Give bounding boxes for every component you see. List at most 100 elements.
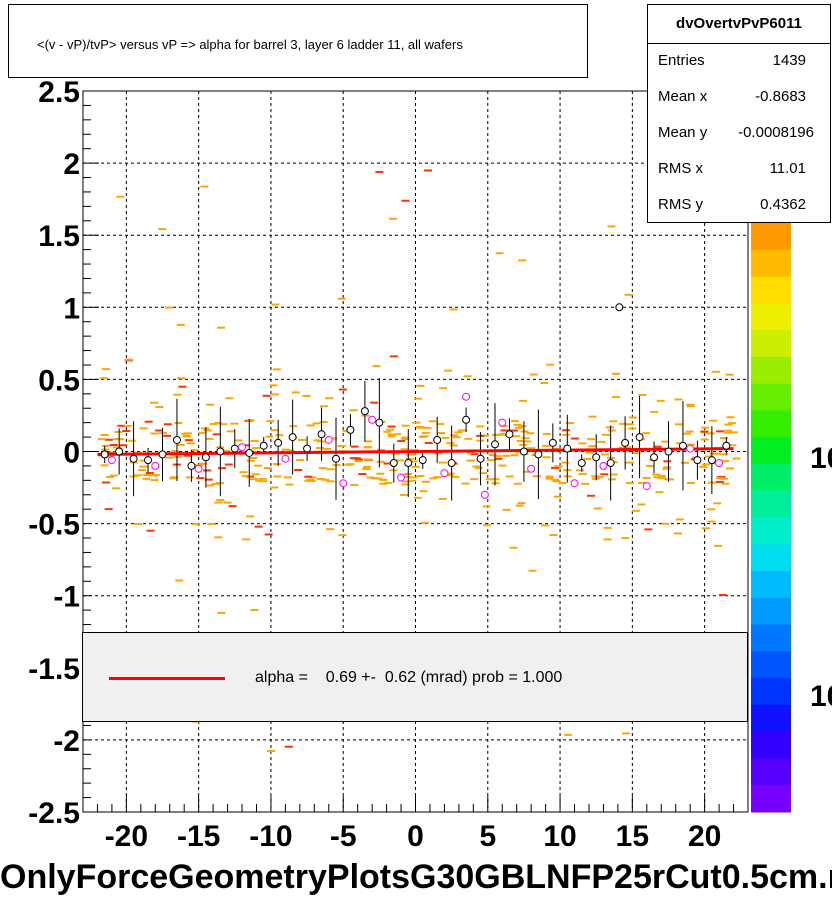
histogram-bin — [313, 439, 322, 442]
histogram-bin — [650, 410, 659, 413]
histogram-bin — [600, 473, 609, 476]
histogram-bin — [379, 478, 388, 481]
profile-point — [389, 459, 398, 468]
histogram-bin — [412, 421, 421, 424]
histogram-bin — [139, 459, 148, 462]
profile-point — [172, 435, 181, 444]
histogram-bin — [362, 468, 371, 471]
histogram-bin — [495, 252, 504, 255]
histogram-bin — [308, 476, 317, 479]
histogram-bin — [706, 432, 715, 435]
histogram-bin — [178, 385, 187, 388]
profile-point — [259, 441, 268, 450]
histogram-bin — [523, 440, 532, 443]
histogram-bin — [716, 430, 725, 433]
histogram-bin — [470, 478, 479, 481]
profile-point — [491, 440, 500, 449]
histogram-bin — [657, 476, 666, 479]
histogram-bin — [717, 475, 726, 478]
histogram-bin — [376, 460, 385, 463]
palette-labels: 10 10 — [810, 442, 832, 713]
y-tick-label: -0.5 — [28, 509, 80, 542]
histogram-bin — [203, 429, 212, 432]
histogram-bin — [597, 440, 606, 443]
histogram-bin — [583, 457, 592, 460]
x-tick-label: 20 — [688, 820, 721, 853]
histogram-bin — [419, 490, 428, 493]
histogram-bin — [588, 415, 597, 418]
histogram-bin — [553, 495, 562, 498]
histogram-bin — [259, 480, 268, 483]
palette-swatch — [751, 785, 791, 813]
histogram-bin — [228, 505, 237, 508]
histogram-bin — [607, 429, 616, 432]
histogram-bin — [413, 496, 422, 499]
histogram-bin — [101, 444, 110, 447]
histogram-bin — [645, 465, 654, 468]
y-tick-labels: 2.5 2 1.5 1 0.5 0 -0.5 -1 -1.5 -2 -2.5 — [28, 76, 80, 830]
histogram-bin — [416, 384, 425, 387]
histogram-bin — [354, 460, 363, 463]
histogram-bin — [701, 426, 710, 429]
histogram-bin — [653, 445, 662, 448]
histogram-bin — [346, 463, 355, 466]
histogram-bin — [449, 308, 458, 311]
histogram-bin — [408, 479, 417, 482]
palette-swatch — [751, 490, 791, 518]
file-name-text: OnlyForceGeometryPlotsG30GBLNFP25rCut0.5… — [0, 858, 832, 896]
histogram-bin — [709, 419, 718, 422]
histogram-bin — [637, 503, 646, 506]
histogram-bin — [106, 476, 115, 479]
palette-swatch — [751, 330, 791, 358]
histogram-bin — [657, 474, 666, 477]
histogram-bin — [377, 448, 386, 451]
histogram-bin — [267, 750, 276, 753]
histogram-bin — [480, 434, 489, 437]
histogram-bin — [602, 433, 611, 436]
histogram-bin — [578, 442, 587, 445]
profile-point — [615, 303, 624, 312]
alt-point — [397, 473, 406, 482]
stats-title: dvOvertvPvP6011 — [648, 5, 830, 44]
histogram-bin — [600, 453, 609, 456]
histogram-bin — [457, 429, 466, 432]
palette-swatch — [751, 303, 791, 331]
histogram-bin — [724, 429, 733, 432]
stats-value: 1439 — [772, 52, 806, 69]
histogram-bin — [200, 427, 209, 430]
stats-row-entries: Entries 1439 — [648, 44, 830, 80]
histogram-bin — [653, 476, 662, 479]
fit-legend-line — [109, 677, 225, 680]
histogram-bin — [386, 428, 395, 431]
histogram-bin — [363, 465, 372, 468]
histogram-bin — [515, 451, 524, 454]
histogram-bin — [326, 528, 335, 531]
histogram-bin — [176, 443, 185, 446]
histogram-bin — [209, 423, 218, 426]
histogram-bin — [361, 414, 370, 417]
histogram-bin — [200, 185, 209, 188]
histogram-bin — [225, 397, 234, 400]
histogram-bin — [102, 481, 111, 484]
histogram-bin — [163, 434, 172, 437]
histogram-bin — [519, 399, 528, 402]
histogram-bin — [337, 297, 346, 300]
histogram-bin — [466, 459, 475, 462]
alt-point — [570, 479, 579, 488]
alt-point — [715, 459, 724, 468]
histogram-bin — [100, 464, 109, 467]
histogram-bin — [517, 502, 526, 505]
histogram-bin — [422, 480, 431, 483]
histogram-bin — [513, 482, 522, 485]
stats-row-mean-x: Mean x -0.8683 — [648, 80, 830, 116]
histogram-bin — [400, 493, 409, 496]
histogram-bin — [551, 478, 560, 481]
histogram-bin — [661, 522, 670, 525]
alt-point — [194, 464, 203, 473]
histogram-bin — [612, 372, 621, 375]
histogram-bin — [186, 476, 195, 479]
palette-swatch — [751, 410, 791, 438]
histogram-bin — [177, 377, 186, 380]
histogram-bin — [546, 363, 555, 366]
histogram-bin — [446, 472, 455, 475]
